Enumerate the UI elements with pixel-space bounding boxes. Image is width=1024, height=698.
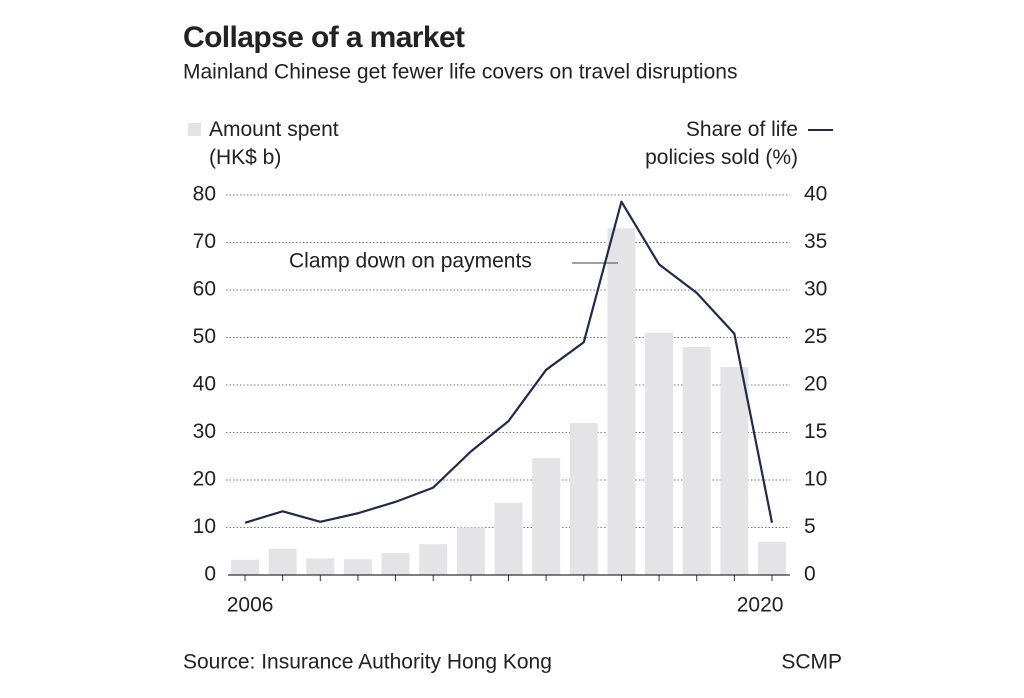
bar bbox=[381, 553, 410, 575]
source: Source: Insurance Authority Hong Kong bbox=[183, 651, 552, 674]
y-tick-label: 0 bbox=[204, 563, 216, 586]
y-tick-label: 40 bbox=[193, 373, 216, 396]
y-tick-label: 20 bbox=[193, 468, 216, 491]
bar bbox=[231, 559, 259, 575]
annotation: Clamp down on payments bbox=[289, 250, 532, 273]
bar bbox=[607, 228, 636, 575]
y2-tick-label: 25 bbox=[804, 325, 827, 348]
y-tick-label: 70 bbox=[193, 230, 216, 253]
legend-bar: Amount spent (HK$ b) bbox=[209, 118, 339, 169]
y2-tick-label: 0 bbox=[804, 563, 816, 586]
bar bbox=[645, 332, 674, 575]
credit: SCMP bbox=[781, 651, 842, 674]
bar bbox=[682, 347, 711, 575]
y2-tick-label: 10 bbox=[804, 468, 827, 491]
x-tick-label: 2006 bbox=[227, 594, 274, 617]
bar bbox=[268, 548, 297, 575]
y-tick-label: 60 bbox=[193, 278, 216, 301]
bar bbox=[494, 502, 523, 575]
line bbox=[244, 200, 774, 524]
bar bbox=[456, 527, 485, 575]
y2-tick-label: 15 bbox=[804, 420, 827, 443]
y-tick-label: 80 bbox=[193, 183, 216, 206]
chart-title: Collapse of a market bbox=[183, 21, 465, 54]
y2-tick-label: 30 bbox=[804, 278, 827, 301]
chart-subtitle: Mainland Chinese get fewer life covers o… bbox=[183, 61, 737, 84]
bar bbox=[343, 559, 372, 575]
y2-tick-label: 40 bbox=[804, 183, 827, 206]
legend-swatch bbox=[188, 123, 201, 136]
y-tick-label: 50 bbox=[193, 325, 216, 348]
bar bbox=[569, 423, 598, 575]
y-tick-label: 30 bbox=[193, 420, 216, 443]
x-tick-label: 2020 bbox=[737, 594, 784, 617]
y2-tick-label: 20 bbox=[804, 373, 827, 396]
legend-line-label: Share of life policies sold (%) bbox=[645, 118, 798, 169]
bar bbox=[532, 458, 561, 575]
bar bbox=[758, 541, 786, 575]
bar bbox=[419, 544, 448, 575]
y-tick-label: 10 bbox=[193, 515, 216, 538]
y2-tick-label: 35 bbox=[804, 230, 827, 253]
y2-tick-label: 5 bbox=[804, 515, 816, 538]
bar bbox=[306, 558, 335, 575]
bar bbox=[720, 366, 749, 575]
